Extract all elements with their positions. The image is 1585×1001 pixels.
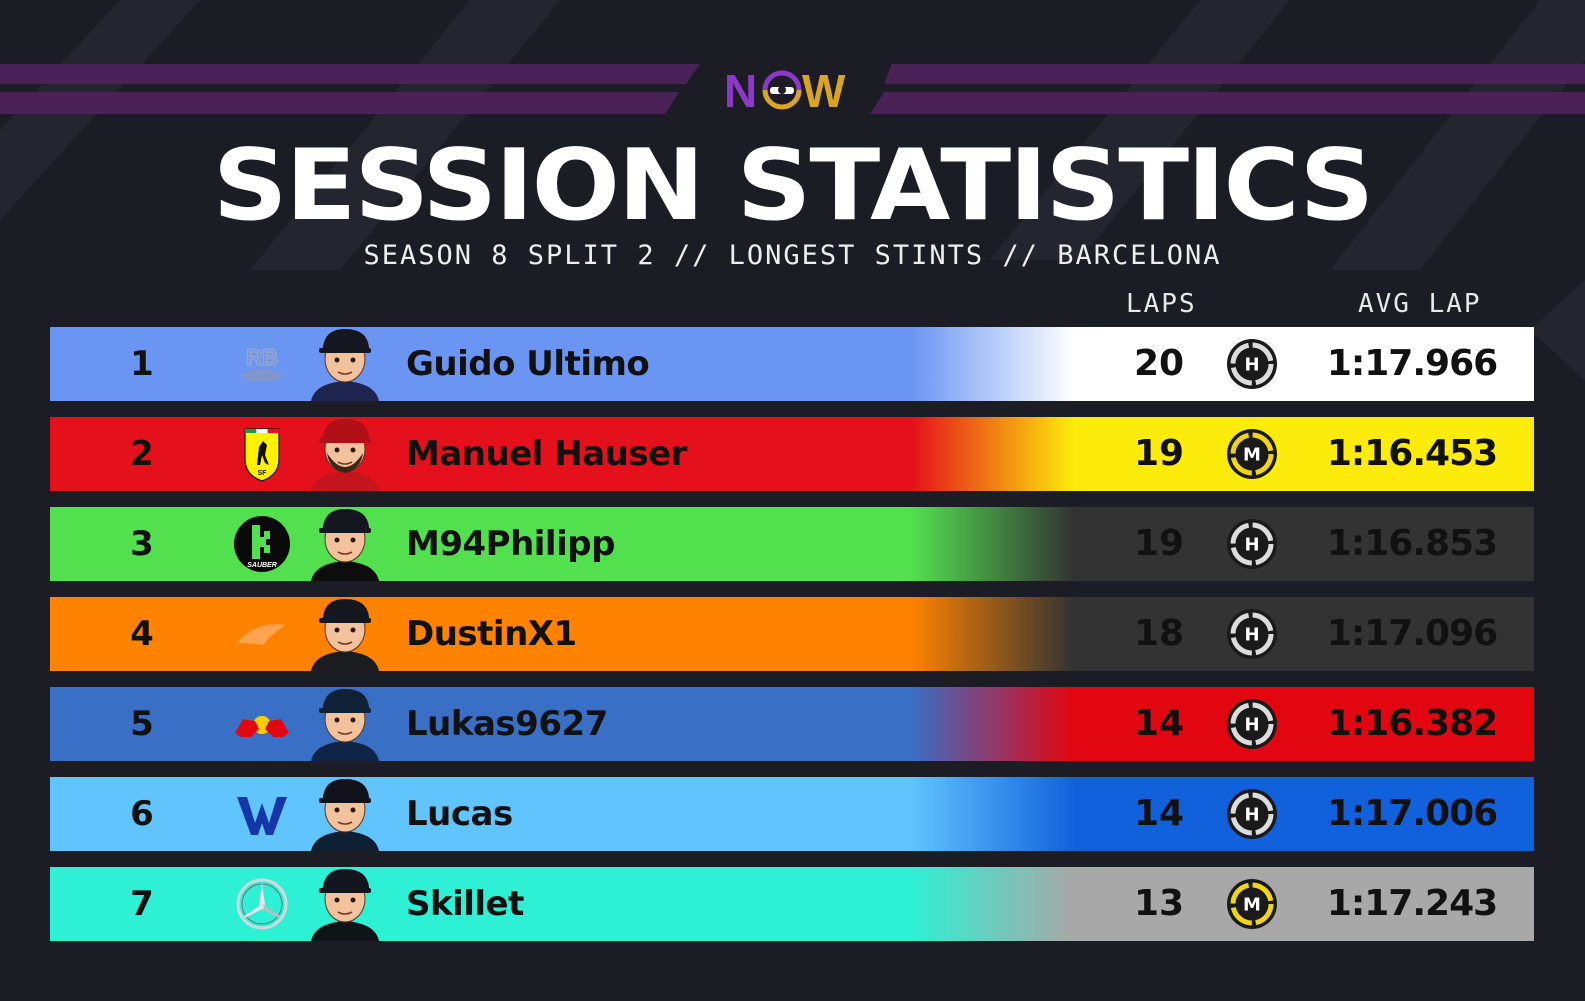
position-number: 7: [130, 884, 154, 924]
standings-row: 4 DustinX1 18 H 1:17.096: [50, 597, 1534, 671]
laps-count: 18: [1133, 613, 1185, 654]
hard-tyre-icon: H: [1226, 608, 1278, 660]
medium-tyre-icon: M: [1226, 878, 1278, 930]
avg-lap-time: 1:16.453: [1326, 433, 1498, 474]
driver-name: Lukas9627: [406, 704, 608, 744]
avg-lap-time: 1:17.966: [1326, 343, 1498, 384]
laps-count: 14: [1133, 703, 1185, 744]
hard-tyre-icon: H: [1226, 788, 1278, 840]
svg-text:H: H: [1244, 625, 1259, 646]
now-logo: N W: [722, 64, 850, 118]
standings-row: 7 Skillet 13 M 1:17.243: [50, 867, 1534, 941]
ferrari-logo-icon: SF: [233, 425, 291, 483]
svg-text:H: H: [1244, 535, 1259, 556]
svg-text:SAUBER: SAUBER: [247, 562, 277, 569]
svg-text:SF: SF: [258, 470, 268, 477]
driver-avatar: [303, 507, 387, 581]
laps-count: 14: [1133, 793, 1185, 834]
standings-row: 2 SF Manuel Hauser 19 M 1:16.453: [50, 417, 1534, 491]
position-number: 1: [130, 344, 154, 384]
avg-lap-time: 1:17.096: [1326, 613, 1498, 654]
driver-avatar: [303, 327, 387, 401]
standings-row: 3 SAUBER M94Philipp 19 H 1:16.853: [50, 507, 1534, 581]
williams-logo-icon: [233, 785, 291, 843]
laps-count: 19: [1133, 433, 1185, 474]
svg-text:RB: RB: [246, 345, 278, 370]
svg-text:M: M: [1243, 445, 1261, 466]
hard-tyre-icon: H: [1226, 698, 1278, 750]
standings-row: 6 Lucas 14 H 1:17.006: [50, 777, 1534, 851]
position-number: 6: [130, 794, 154, 834]
avg-lap-time: 1:17.243: [1326, 883, 1498, 924]
page-subtitle: SEASON 8 SPLIT 2 // LONGEST STINTS // BA…: [363, 240, 1222, 271]
driver-avatar: [303, 417, 387, 491]
header-banner-right: [870, 64, 1585, 114]
driver-avatar: [303, 687, 387, 761]
driver-name: M94Philipp: [406, 524, 615, 564]
laps-count: 13: [1133, 883, 1185, 924]
standings-row: 1 RB Guido Ultimo 20 H 1:17.966: [50, 327, 1534, 401]
column-header-avg-lap: AVG LAP: [1358, 289, 1482, 319]
svg-text:H: H: [1244, 355, 1259, 376]
driver-avatar: [303, 597, 387, 671]
avg-lap-time: 1:16.853: [1326, 523, 1498, 564]
racing-bulls-logo-icon: RB: [233, 335, 291, 393]
logo-letter-w: W: [802, 65, 846, 117]
standings-row: 5 Lukas9627 14 H 1:16.382: [50, 687, 1534, 761]
hard-tyre-icon: H: [1226, 518, 1278, 570]
mclaren-logo-icon: [233, 605, 291, 663]
position-number: 4: [130, 614, 154, 654]
svg-text:H: H: [1244, 805, 1259, 826]
steering-wheel-icon: [762, 70, 802, 110]
driver-name: Manuel Hauser: [406, 434, 687, 474]
driver-name: Lucas: [406, 794, 513, 834]
laps-count: 20: [1133, 343, 1185, 384]
header-banner-left: [0, 64, 700, 114]
hard-tyre-icon: H: [1226, 338, 1278, 390]
position-number: 2: [130, 434, 154, 474]
kick-sauber-logo-icon: SAUBER: [233, 515, 291, 573]
avg-lap-time: 1:17.006: [1326, 793, 1498, 834]
column-header-laps: LAPS: [1126, 289, 1197, 319]
position-number: 5: [130, 704, 154, 744]
laps-count: 19: [1133, 523, 1185, 564]
driver-name: Guido Ultimo: [406, 344, 650, 384]
driver-avatar: [303, 867, 387, 941]
driver-name: Skillet: [406, 884, 524, 924]
medium-tyre-icon: M: [1226, 428, 1278, 480]
red-bull-logo-icon: [233, 695, 291, 753]
page-title: SESSION STATISTICS: [212, 129, 1375, 243]
avg-lap-time: 1:16.382: [1326, 703, 1498, 744]
driver-avatar: [303, 777, 387, 851]
driver-name: DustinX1: [406, 614, 577, 654]
mercedes-logo-icon: [233, 875, 291, 933]
svg-text:H: H: [1244, 715, 1259, 736]
logo-letter-n: N: [724, 65, 758, 117]
position-number: 3: [130, 524, 154, 564]
svg-text:M: M: [1243, 895, 1261, 916]
